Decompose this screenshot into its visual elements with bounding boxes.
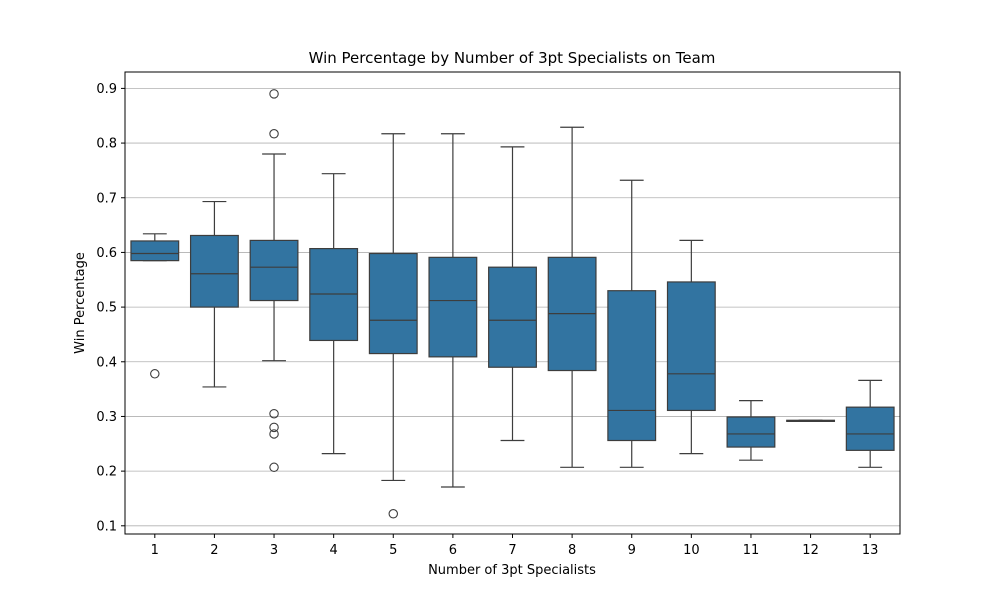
y-axis-label: Win Percentage [73, 252, 88, 354]
box-iqr [488, 266, 537, 368]
box-iqr [189, 234, 239, 308]
x-tick-label: 9 [628, 543, 636, 558]
box-group-7 [488, 146, 537, 442]
x-tick-label: 13 [862, 543, 879, 558]
x-tick-label: 12 [802, 543, 819, 558]
box-iqr [845, 406, 895, 451]
x-tick-label: 7 [508, 543, 516, 558]
box-iqr [368, 252, 418, 355]
box-group-3 [249, 89, 299, 473]
box-group-5 [368, 133, 418, 519]
x-tick-label: 6 [449, 543, 457, 558]
box-iqr [249, 239, 299, 302]
y-tick-label: 0.6 [96, 246, 117, 261]
x-tick-label: 8 [568, 543, 576, 558]
x-tick-label: 5 [389, 543, 397, 558]
box-group-2 [189, 200, 239, 388]
box-group-12 [786, 419, 836, 422]
boxes [130, 89, 895, 519]
box-group-11 [726, 399, 776, 461]
x-tick-label: 4 [330, 543, 338, 558]
box-group-6 [428, 133, 478, 488]
y-tick-label: 0.9 [96, 82, 117, 97]
box-iqr [607, 290, 657, 442]
outlier-point [269, 89, 279, 99]
box-group-9 [607, 179, 657, 468]
y-tick-label: 0.3 [96, 410, 117, 425]
x-tick-label: 2 [210, 543, 218, 558]
x-tick-label: 3 [270, 543, 278, 558]
x-tick-label: 11 [743, 543, 760, 558]
box-group-10 [666, 239, 716, 455]
outlier-point [269, 462, 279, 473]
y-axis-ticks: 0.1 0.2 0.3 0.4 0.5 0.6 0.7 0.8 0.9 [96, 82, 125, 534]
x-tick-label: 10 [683, 543, 700, 558]
y-tick-label: 0.1 [96, 519, 117, 534]
outlier-point [269, 129, 279, 139]
box-iqr [726, 416, 776, 448]
box-group-4 [309, 173, 359, 455]
y-tick-label: 0.2 [96, 465, 117, 480]
outlier-point [388, 509, 399, 519]
y-tick-label: 0.4 [96, 355, 117, 370]
outlier-point [269, 429, 279, 439]
outlier-point [269, 408, 279, 419]
box-iqr [130, 240, 180, 262]
y-tick-label: 0.5 [96, 301, 117, 316]
chart-title: Win Percentage by Number of 3pt Speciali… [309, 49, 716, 67]
outlier-point [269, 422, 279, 433]
box-group-13 [845, 379, 895, 468]
outlier-point [150, 369, 160, 379]
box-iqr [428, 256, 478, 358]
x-axis-label: Number of 3pt Specialists [428, 563, 596, 578]
y-tick-label: 0.8 [96, 137, 117, 152]
box-group-8 [547, 126, 597, 468]
box-group-1 [130, 233, 180, 379]
y-tick-label: 0.7 [96, 191, 117, 206]
x-axis-ticks: 1 2 3 4 5 6 7 8 9 10 11 12 13 [151, 534, 879, 558]
box-iqr [666, 281, 716, 412]
x-tick-label: 1 [151, 543, 159, 558]
